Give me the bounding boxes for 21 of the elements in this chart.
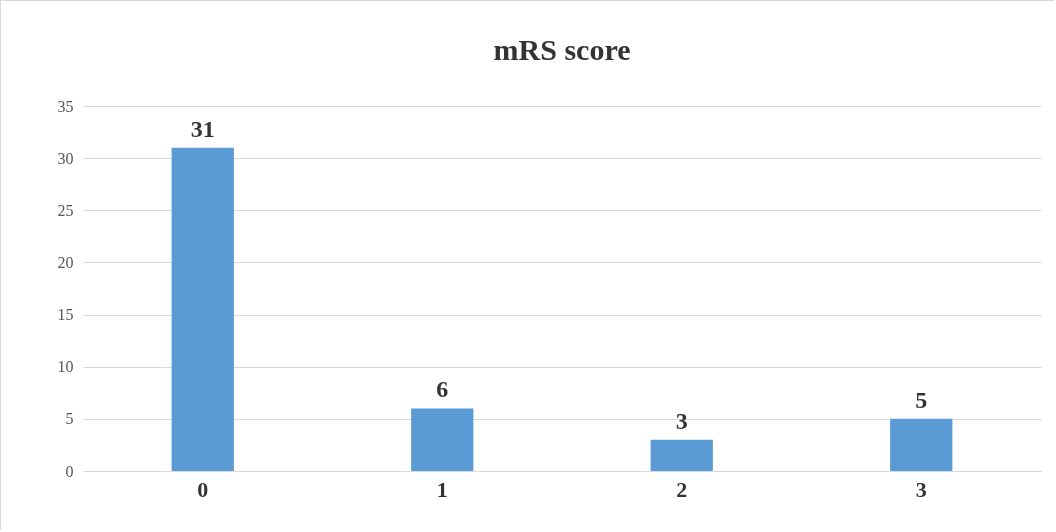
x-tick-label: 2 xyxy=(676,476,688,502)
bar xyxy=(890,418,953,471)
y-tick-label: 0 xyxy=(65,462,74,480)
data-label: 5 xyxy=(915,386,928,413)
data-label: 31 xyxy=(190,115,215,142)
data-label: 3 xyxy=(675,407,688,434)
x-tick-label: 0 xyxy=(197,476,209,502)
y-tick-label: 5 xyxy=(65,410,74,428)
y-tick-label: 10 xyxy=(57,358,74,376)
x-tick-label: 1 xyxy=(436,476,448,502)
bar xyxy=(650,439,713,471)
y-tick-label: 25 xyxy=(57,201,74,219)
y-tick-label: 30 xyxy=(57,149,74,167)
data-label: 6 xyxy=(436,376,449,403)
y-tick-label: 35 xyxy=(57,97,74,115)
bar xyxy=(411,408,474,471)
y-tick-label: 20 xyxy=(57,253,74,271)
bar xyxy=(171,147,234,471)
x-tick-label: 3 xyxy=(915,476,927,502)
y-tick-label: 15 xyxy=(57,306,74,324)
chart-title: mRS score xyxy=(493,33,631,66)
